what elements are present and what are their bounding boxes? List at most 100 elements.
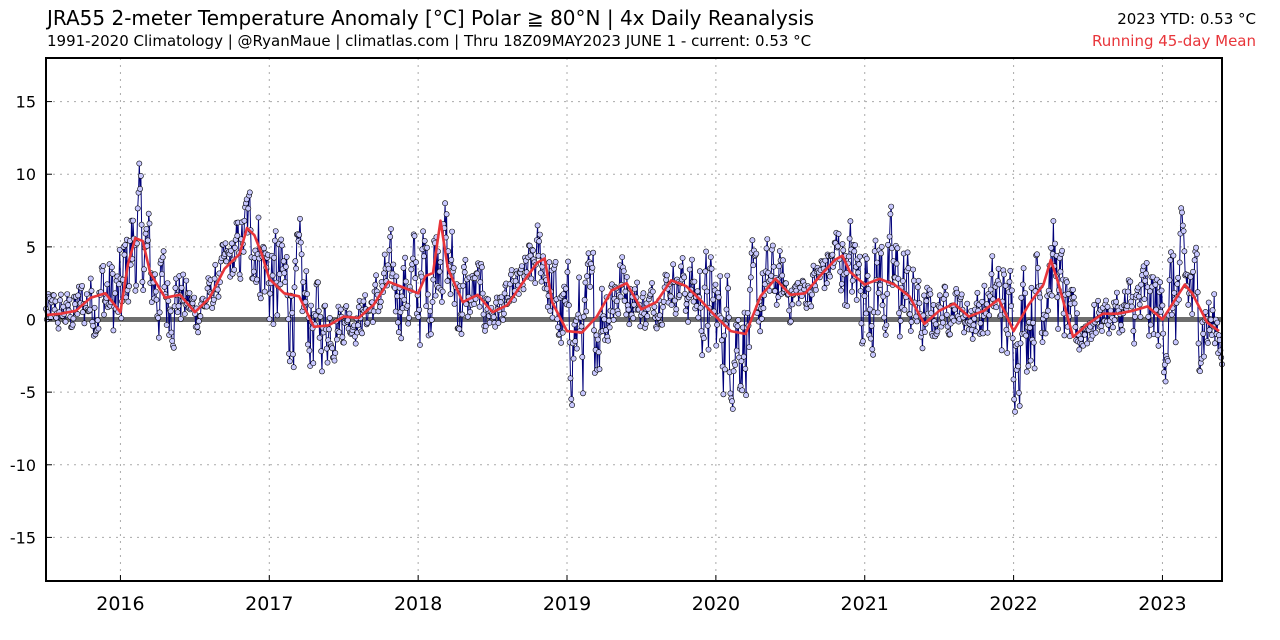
observation-point (66, 296, 73, 303)
observation-point (245, 205, 252, 212)
observation-point (456, 326, 463, 332)
observation-point (914, 284, 921, 291)
observation-point (1023, 368, 1030, 375)
observation-point (1206, 327, 1213, 333)
observation-point (400, 264, 407, 271)
observation-point (900, 278, 906, 284)
observation-point (932, 321, 939, 328)
y-tick-label: 15 (16, 93, 36, 112)
observation-point (501, 290, 508, 297)
observation-point (897, 317, 904, 324)
observation-point (795, 279, 801, 286)
observation-point (1070, 286, 1076, 293)
observation-point (922, 329, 928, 335)
observation-point (138, 221, 145, 228)
observation-point (682, 290, 688, 297)
observation-point (1136, 301, 1143, 308)
observation-point (914, 318, 920, 325)
observation-point (178, 284, 185, 291)
observation-point (1098, 323, 1105, 329)
observation-point (642, 321, 649, 327)
observation-point (581, 296, 588, 303)
observation-point (569, 402, 575, 408)
observation-point (1005, 331, 1011, 338)
observation-point (1130, 328, 1137, 334)
observation-point (329, 345, 336, 352)
observation-point (704, 288, 710, 295)
observation-point (894, 245, 901, 252)
observation-point (703, 248, 709, 255)
observation-point (1020, 265, 1027, 272)
observation-point (215, 293, 222, 300)
observation-point (234, 232, 241, 239)
observation-point (1016, 389, 1022, 396)
x-tick-label: 2021 (841, 593, 889, 615)
observation-point (986, 312, 993, 319)
observation-point (395, 329, 402, 336)
observation-point (631, 286, 638, 292)
observation-point (694, 288, 701, 295)
observation-point (281, 270, 288, 276)
observation-point (1039, 339, 1046, 345)
observation-point (322, 302, 328, 309)
observation-point (864, 272, 871, 279)
observation-point (961, 329, 967, 336)
observation-point (156, 309, 163, 316)
observation-point (927, 291, 934, 297)
observation-point (344, 317, 351, 324)
observation-point (316, 334, 323, 341)
observation-point (266, 316, 273, 322)
observation-point (1059, 247, 1065, 254)
observation-point (730, 368, 737, 375)
observation-point (1124, 303, 1130, 309)
observation-point (401, 296, 408, 303)
observation-point (1142, 277, 1149, 284)
observation-point (1071, 300, 1078, 307)
observation-point (682, 307, 689, 314)
observation-point (564, 269, 571, 275)
observation-point (887, 211, 894, 217)
observation-point (846, 235, 853, 242)
observation-point (1191, 257, 1198, 264)
observation-point (377, 298, 384, 305)
observation-point (980, 330, 986, 337)
observation-point (559, 329, 566, 336)
observation-point (855, 269, 862, 276)
observation-point (306, 347, 313, 354)
observation-point (683, 301, 690, 308)
observation-point (1194, 251, 1200, 257)
observation-point (880, 293, 887, 300)
observation-point (1043, 312, 1050, 319)
observation-point (1065, 290, 1072, 297)
observation-point (326, 326, 332, 333)
ytd-annotation: 2023 YTD: 0.53 °C (1117, 10, 1256, 28)
observation-point (923, 298, 930, 304)
observation-point (480, 311, 487, 318)
observation-point (1179, 222, 1186, 229)
observation-point (474, 270, 481, 277)
observation-point (827, 273, 833, 280)
observation-point (1176, 259, 1183, 266)
observation-point (1209, 307, 1216, 314)
observation-point (134, 205, 141, 212)
observation-point (660, 298, 667, 305)
observation-point (993, 304, 1000, 311)
observation-point (1104, 303, 1111, 310)
observation-point (691, 278, 698, 285)
observation-point (467, 309, 473, 315)
observation-point (589, 264, 596, 271)
observation-point (908, 318, 915, 325)
observation-point (405, 320, 412, 327)
observation-point (159, 254, 166, 261)
observation-point (910, 266, 916, 273)
observation-point (318, 348, 325, 355)
observation-point (779, 272, 786, 279)
observation-point (109, 264, 115, 271)
observation-point (1008, 303, 1014, 309)
observation-point (795, 300, 802, 307)
observation-point (664, 272, 670, 279)
observation-point (738, 358, 745, 365)
observation-point (984, 329, 991, 336)
observation-point (165, 297, 172, 304)
observation-point (1159, 302, 1166, 309)
